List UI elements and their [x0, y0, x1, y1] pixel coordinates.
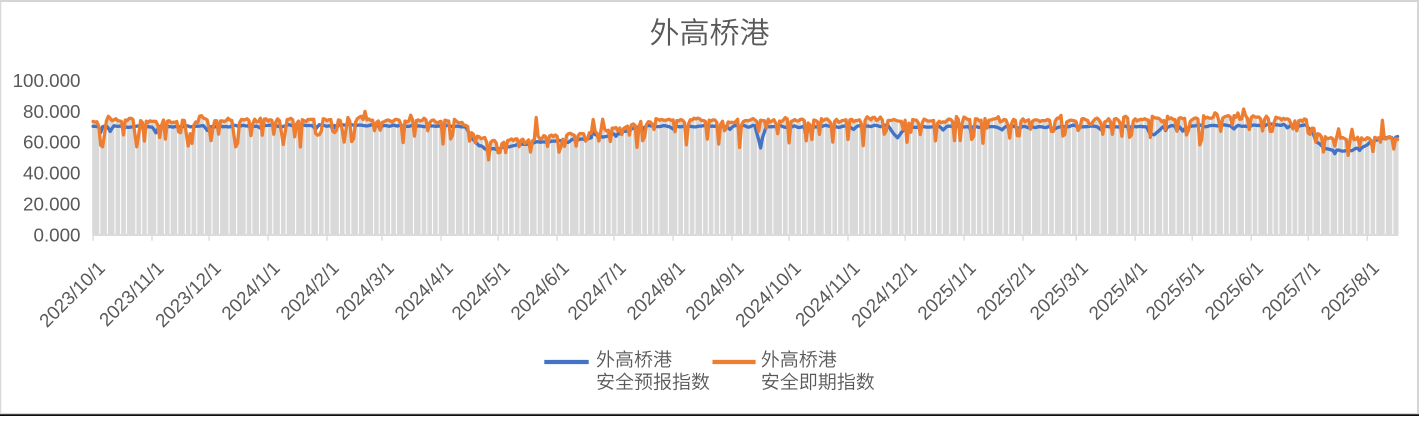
svg-text:40.000: 40.000 — [23, 163, 80, 184]
svg-text:20.000: 20.000 — [23, 193, 80, 214]
svg-text:0.000: 0.000 — [34, 224, 81, 245]
svg-text:100.000: 100.000 — [13, 70, 81, 91]
svg-text:60.000: 60.000 — [23, 132, 80, 153]
svg-text:80.000: 80.000 — [23, 101, 80, 122]
